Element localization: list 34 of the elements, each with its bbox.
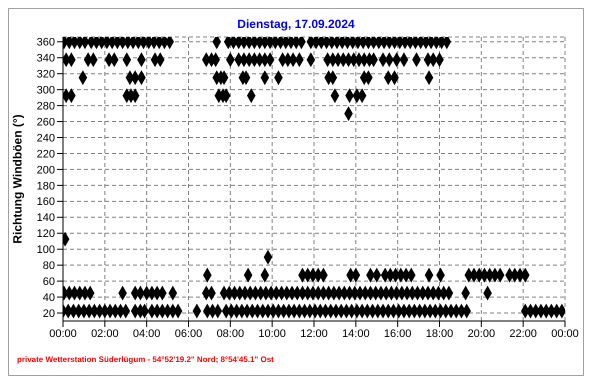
y-tick-label: 100 [36, 244, 55, 256]
y-tick-label: 120 [36, 228, 55, 240]
x-tick-label: 22:00 [509, 328, 537, 340]
y-tick-label: 80 [42, 260, 55, 272]
x-tick-label: 12:00 [300, 328, 328, 340]
y-tick-label: 280 [36, 100, 55, 113]
y-tick-label: 220 [36, 148, 55, 160]
y-tick-label: 240 [36, 132, 55, 144]
y-tick-label: 300 [36, 84, 55, 97]
x-tick-label: 06:00 [174, 328, 202, 340]
x-tick-label: 08:00 [216, 328, 244, 340]
x-tick-label: 16:00 [384, 328, 412, 340]
y-tick-label: 340 [36, 52, 55, 65]
y-tick-label: 40 [42, 292, 55, 304]
x-tick-label: 10:00 [258, 328, 286, 340]
y-tick-label: 20 [42, 308, 55, 320]
x-tick-label: 20:00 [468, 328, 496, 340]
x-tick-label: 18:00 [426, 328, 454, 340]
y-tick-label: 160 [36, 196, 55, 208]
y-tick-label: 360 [36, 36, 55, 49]
x-tick-label: 02:00 [91, 328, 119, 340]
y-tick-label: 60 [42, 276, 55, 288]
y-tick-label: 140 [36, 212, 55, 224]
y-tick-label: 260 [36, 116, 55, 128]
x-tick-label: 00:00 [551, 328, 579, 340]
chart-title: Dienstag, 17.09.2024 [236, 17, 356, 31]
x-tick-label: 14:00 [342, 328, 370, 340]
text: private Wetterstation Süderlügum - 54°52'19.2" Nord; 8°54'45.1" Ost [17, 355, 274, 364]
y-tick-label: 180 [36, 180, 55, 192]
y-tick-label: 320 [36, 68, 55, 81]
y-tick-label: 200 [36, 164, 55, 176]
x-tick-label: 04:00 [132, 328, 160, 340]
y-axis-title: Richtung Windböen (°) [10, 114, 24, 244]
x-tick-label: 00:00 [49, 328, 77, 340]
